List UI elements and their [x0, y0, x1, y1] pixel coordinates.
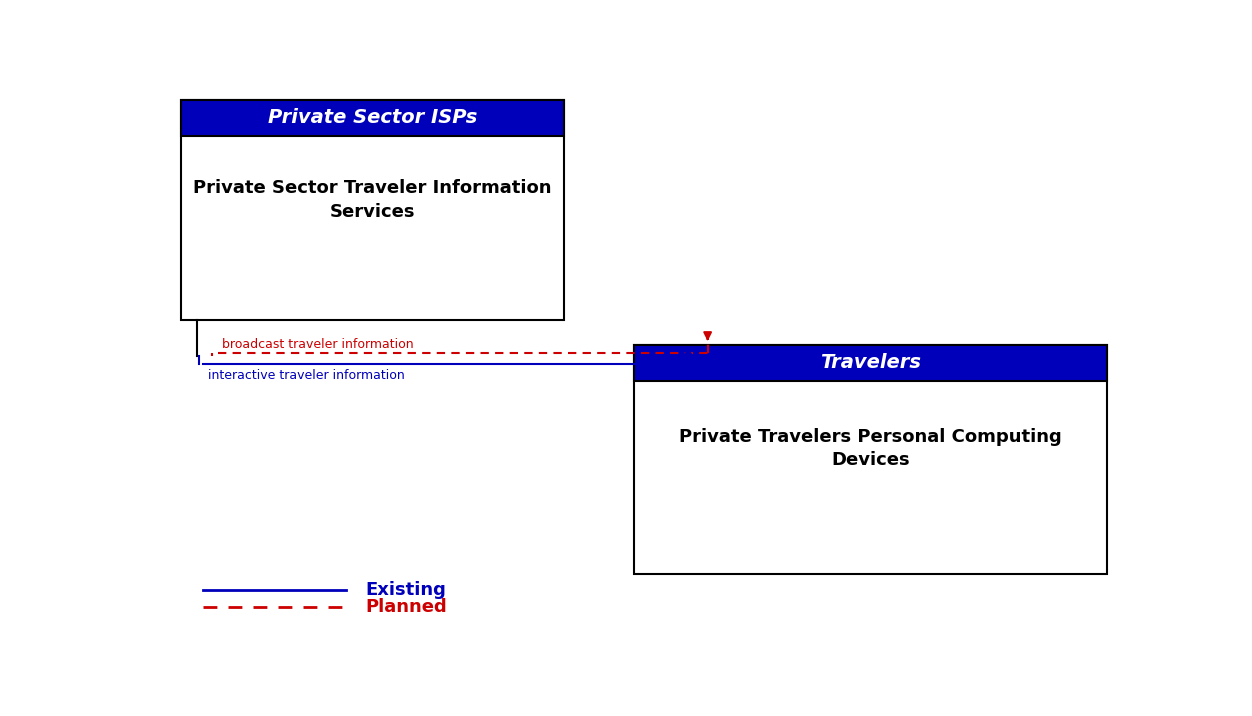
Bar: [180, 100, 563, 135]
Bar: [634, 345, 1107, 574]
Bar: [180, 100, 563, 135]
Text: Travelers: Travelers: [820, 354, 921, 372]
Text: Private Sector Traveler Information
Services: Private Sector Traveler Information Serv…: [193, 180, 552, 221]
Bar: [634, 345, 1107, 381]
Text: Private Sector ISPs: Private Sector ISPs: [268, 108, 477, 127]
Bar: [634, 345, 1107, 381]
Text: Private Travelers Personal Computing
Devices: Private Travelers Personal Computing Dev…: [680, 427, 1062, 469]
Text: interactive traveler information: interactive traveler information: [208, 369, 404, 382]
Text: Planned: Planned: [366, 598, 447, 616]
Text: broadcast traveler information: broadcast traveler information: [223, 337, 414, 351]
Bar: [180, 100, 563, 320]
Text: Existing: Existing: [366, 581, 446, 599]
